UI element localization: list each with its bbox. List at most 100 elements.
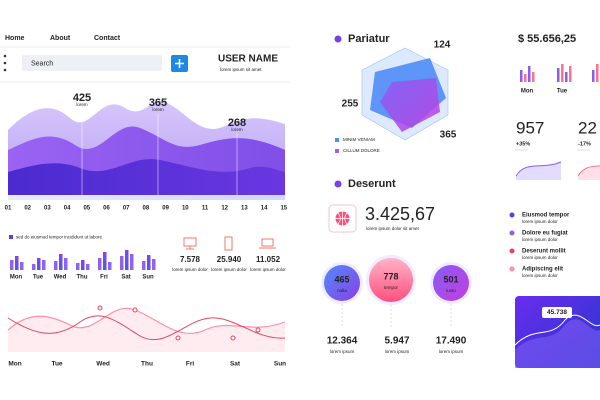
- day-label: Sat: [230, 361, 241, 368]
- stat-caption: lorem ipsum dolor: [250, 267, 286, 272]
- section-title: Pariatur: [348, 33, 390, 45]
- list-caption: lorem ipsum dolor: [522, 255, 558, 260]
- kpi-wave-line: [577, 165, 600, 177]
- x-label: 06: [103, 206, 110, 212]
- nav-link[interactable]: Home: [5, 35, 25, 42]
- title-dot: [334, 180, 342, 188]
- bar: [54, 261, 58, 270]
- kpi-value: 957: [516, 118, 544, 137]
- area-front: [8, 159, 285, 195]
- circle-value: 465: [334, 274, 349, 284]
- day-label: Wed: [96, 361, 110, 368]
- x-label: 11: [202, 206, 209, 212]
- total-value: 17.490: [436, 336, 467, 347]
- legend-swatch: [335, 149, 339, 153]
- hex-violet: [380, 78, 440, 132]
- bar: [81, 260, 85, 270]
- stat-value: 7.578: [180, 255, 201, 264]
- user-name: USER NAME: [218, 54, 278, 65]
- card-badge: [542, 307, 572, 318]
- list-dot: [509, 212, 515, 218]
- circle-label: tempor: [384, 285, 399, 290]
- circle-label: nulla: [337, 288, 347, 293]
- peak-caption: lorem: [231, 127, 243, 132]
- stat-caption: lorem ipsum dolor: [172, 267, 208, 272]
- line-red: [7, 315, 286, 341]
- bar: [147, 255, 151, 270]
- x-label: 03: [44, 206, 51, 212]
- list-caption: lorem ipsum dolor: [522, 273, 558, 278]
- kpi-circle: [324, 265, 360, 301]
- stat-caption: lorem ipsum dolor: [211, 267, 247, 272]
- user-caption: lorem ipsum sit amet: [220, 67, 262, 72]
- list-title: Deserunt mollit: [522, 249, 566, 255]
- search-placeholder: Search: [31, 60, 53, 67]
- x-label: 13: [241, 206, 248, 212]
- list-dot: [509, 248, 515, 254]
- hex-label: 124: [434, 40, 451, 51]
- kpi-circle: [433, 265, 469, 301]
- day-label: Sun: [142, 275, 154, 281]
- day-label: Sat: [121, 275, 130, 281]
- bar: [108, 262, 112, 270]
- kpi-wave: [578, 165, 600, 180]
- balance: $ 55.656,25: [518, 33, 576, 45]
- bar: [15, 256, 19, 270]
- phone-icon: [224, 236, 233, 251]
- x-label: 01: [5, 206, 12, 212]
- day-label: Mon: [521, 89, 534, 95]
- peak-value: 268: [228, 117, 246, 129]
- bar: [10, 260, 14, 270]
- line-area: [8, 308, 285, 352]
- hex-legend: CILLUM DOLORE: [343, 148, 380, 153]
- circle-value: 501: [443, 274, 458, 284]
- bar: [120, 256, 124, 270]
- list-title: Dolore eu fugiat: [522, 231, 568, 237]
- laptop-icon: [259, 238, 276, 249]
- day-label: Wed: [54, 275, 67, 281]
- day-label: Sun: [274, 361, 286, 368]
- day-label: Fri: [100, 275, 108, 281]
- day-label: Thu: [77, 275, 88, 281]
- menu-dot[interactable]: [3, 54, 7, 58]
- bar: [76, 263, 80, 270]
- list-dot: [509, 230, 515, 236]
- x-label: 09: [162, 206, 169, 212]
- card-line: [514, 314, 600, 346]
- line-dot: [175, 335, 181, 341]
- x-label: 08: [143, 206, 150, 212]
- big-value: 3.425,67: [365, 204, 435, 224]
- line-dot: [255, 327, 261, 333]
- circle-value: 778: [383, 271, 398, 281]
- line-dot: [97, 305, 103, 311]
- card-wave: [515, 319, 600, 368]
- kpi-value: 22: [578, 118, 597, 137]
- mini-bar: [569, 66, 572, 82]
- x-label: 10: [182, 206, 189, 212]
- mini-bar: [557, 68, 560, 82]
- hex-legend: MINIM VENIAM: [343, 137, 375, 142]
- kpi-change: -17%: [578, 141, 591, 147]
- bar: [20, 262, 24, 270]
- nav-link[interactable]: About: [50, 35, 71, 42]
- kpi-change: +35%: [516, 141, 530, 147]
- day-label: Tue: [51, 361, 62, 368]
- x-label: 04: [64, 206, 71, 212]
- search-box[interactable]: [22, 55, 162, 71]
- line-dot: [132, 307, 138, 313]
- bar: [42, 260, 46, 270]
- list-caption: lorem ipsum dolor: [522, 237, 558, 242]
- menu-dot[interactable]: [3, 61, 7, 65]
- nav-link[interactable]: Contact: [94, 35, 121, 42]
- menu-dot[interactable]: [3, 68, 7, 72]
- mini-bar: [532, 72, 535, 82]
- x-label: 07: [123, 206, 130, 212]
- circle-label: iusto: [446, 288, 456, 293]
- card-value: 45.738: [547, 309, 567, 316]
- total-value: 5.947: [384, 336, 409, 347]
- day-label: Mon: [10, 275, 23, 281]
- total-caption: lorem ipsum: [330, 349, 355, 354]
- bar: [59, 254, 63, 270]
- kpi-wave-line: [515, 161, 562, 177]
